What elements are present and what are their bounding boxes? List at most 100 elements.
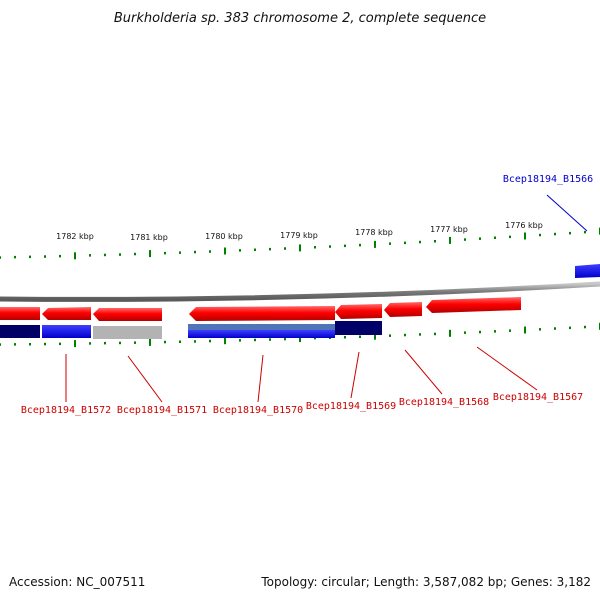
inner-minor-tick xyxy=(164,340,166,344)
inner-minor-tick xyxy=(359,335,361,338)
gene-label-b1570[interactable]: Bcep18194_B1570 xyxy=(213,405,303,416)
gene-arrow-b1570[interactable] xyxy=(189,306,335,321)
inner-minor-tick xyxy=(434,332,436,336)
outer-minor-tick xyxy=(239,249,241,252)
inner-minor-tick xyxy=(344,336,346,339)
inner-minor-tick xyxy=(209,339,211,343)
tick-label-1777: 1777 kbp xyxy=(430,225,468,234)
inner-minor-tick xyxy=(569,326,571,330)
gene-bar-navy-1[interactable] xyxy=(0,325,40,338)
outer-minor-tick xyxy=(359,243,361,247)
outer-major-tick xyxy=(449,236,451,244)
tick-label-1778: 1778 kbp xyxy=(355,228,393,237)
inner-minor-tick xyxy=(539,328,541,331)
gene-arrow-b1569[interactable] xyxy=(335,304,382,319)
forward-strand-genes xyxy=(0,297,521,321)
gene-label-b1566[interactable]: Bcep18194_B1566 xyxy=(503,174,593,185)
inner-minor-tick xyxy=(29,343,31,346)
gene-bar-blue-2[interactable] xyxy=(188,330,335,338)
inner-minor-tick xyxy=(194,340,196,343)
inner-minor-tick xyxy=(89,342,91,345)
outer-minor-tick xyxy=(104,253,106,257)
outer-minor-tick xyxy=(419,240,421,244)
leader-b1570 xyxy=(257,354,264,403)
outer-minor-tick xyxy=(284,247,286,250)
leader-b1571 xyxy=(127,355,163,403)
inner-minor-tick xyxy=(179,340,181,343)
inner-minor-tick xyxy=(389,334,391,337)
inner-minor-tick xyxy=(419,333,421,336)
gene-label-b1571[interactable]: Bcep18194_B1571 xyxy=(117,405,207,416)
inner-minor-tick xyxy=(104,341,106,345)
gene-label-b1569[interactable]: Bcep18194_B1569 xyxy=(306,401,396,412)
inner-minor-tick xyxy=(269,338,271,341)
gene-arrow-b1568[interactable] xyxy=(384,302,422,317)
inner-minor-tick xyxy=(44,342,46,346)
inner-major-tick xyxy=(374,332,376,340)
outer-minor-tick xyxy=(119,253,121,256)
gene-arrow-1[interactable] xyxy=(0,307,40,320)
leader-b1566 xyxy=(546,194,588,232)
inner-tick-scale xyxy=(0,322,600,348)
gene-bar-gray[interactable] xyxy=(93,326,162,339)
inner-major-tick xyxy=(74,340,76,348)
gene-arrow-b1567[interactable] xyxy=(426,297,521,313)
inner-minor-tick xyxy=(509,329,511,332)
inner-major-tick xyxy=(449,329,451,337)
outer-major-tick xyxy=(149,250,151,258)
outer-minor-tick xyxy=(389,242,391,245)
tick-label-1781: 1781 kbp xyxy=(130,233,168,242)
outer-minor-tick xyxy=(569,231,571,235)
gene-label-b1567[interactable]: Bcep18194_B1567 xyxy=(493,392,583,403)
inner-minor-tick xyxy=(254,338,256,342)
outer-minor-tick xyxy=(0,256,1,259)
accession-text: Accession: NC_007511 xyxy=(9,575,145,589)
inner-minor-tick xyxy=(284,337,286,341)
outer-major-tick xyxy=(224,247,226,255)
outer-minor-tick xyxy=(194,250,196,254)
inner-minor-tick xyxy=(494,330,496,333)
inner-minor-tick xyxy=(119,341,121,345)
inner-minor-tick xyxy=(14,343,16,346)
outer-minor-tick xyxy=(209,250,211,253)
inner-minor-tick xyxy=(59,342,61,346)
inner-minor-tick xyxy=(479,330,481,334)
gene-labels: Bcep18194_B1566 Bcep18194_B1572 Bcep1819… xyxy=(21,174,593,416)
tick-label-1780: 1780 kbp xyxy=(205,232,243,241)
outer-major-tick xyxy=(74,252,76,260)
outer-minor-tick xyxy=(404,241,406,245)
gene-bar-navy-2[interactable] xyxy=(335,321,382,335)
outer-minor-tick xyxy=(59,254,61,258)
tick-label-1779: 1779 kbp xyxy=(280,231,318,240)
leader-b1569 xyxy=(350,351,360,399)
inner-major-tick xyxy=(224,337,226,345)
outer-minor-tick xyxy=(494,236,496,239)
gene-label-b1568[interactable]: Bcep18194_B1568 xyxy=(399,397,489,408)
outer-minor-tick xyxy=(14,255,16,259)
gene-bar-b1566[interactable] xyxy=(575,264,600,278)
leader-b1567 xyxy=(476,346,538,391)
outer-minor-tick xyxy=(509,235,511,239)
outer-minor-tick xyxy=(554,232,556,236)
inner-major-tick xyxy=(299,335,301,343)
inner-minor-tick xyxy=(404,333,406,337)
outer-minor-tick xyxy=(329,245,331,248)
tick-label-1782: 1782 kbp xyxy=(56,232,94,241)
tick-labels: 1782 kbp 1781 kbp 1780 kbp 1779 kbp 1778… xyxy=(56,221,543,242)
outer-minor-tick xyxy=(479,237,481,240)
inner-minor-tick xyxy=(464,331,466,334)
outer-major-tick xyxy=(374,240,376,248)
gene-arrow-3[interactable] xyxy=(93,308,162,321)
outer-major-tick xyxy=(524,232,526,240)
outer-minor-tick xyxy=(29,255,31,259)
outer-minor-tick xyxy=(179,251,181,254)
gene-label-b1572[interactable]: Bcep18194_B1572 xyxy=(21,405,111,416)
gene-bar-blue-1[interactable] xyxy=(42,325,91,338)
inner-major-tick xyxy=(149,338,151,346)
outer-minor-tick xyxy=(539,233,541,237)
outer-minor-tick xyxy=(584,230,586,234)
gene-arrow-2[interactable] xyxy=(42,307,91,320)
outer-minor-tick xyxy=(89,254,91,257)
gene-bar-steel[interactable] xyxy=(188,324,335,330)
outer-minor-tick xyxy=(44,255,46,258)
